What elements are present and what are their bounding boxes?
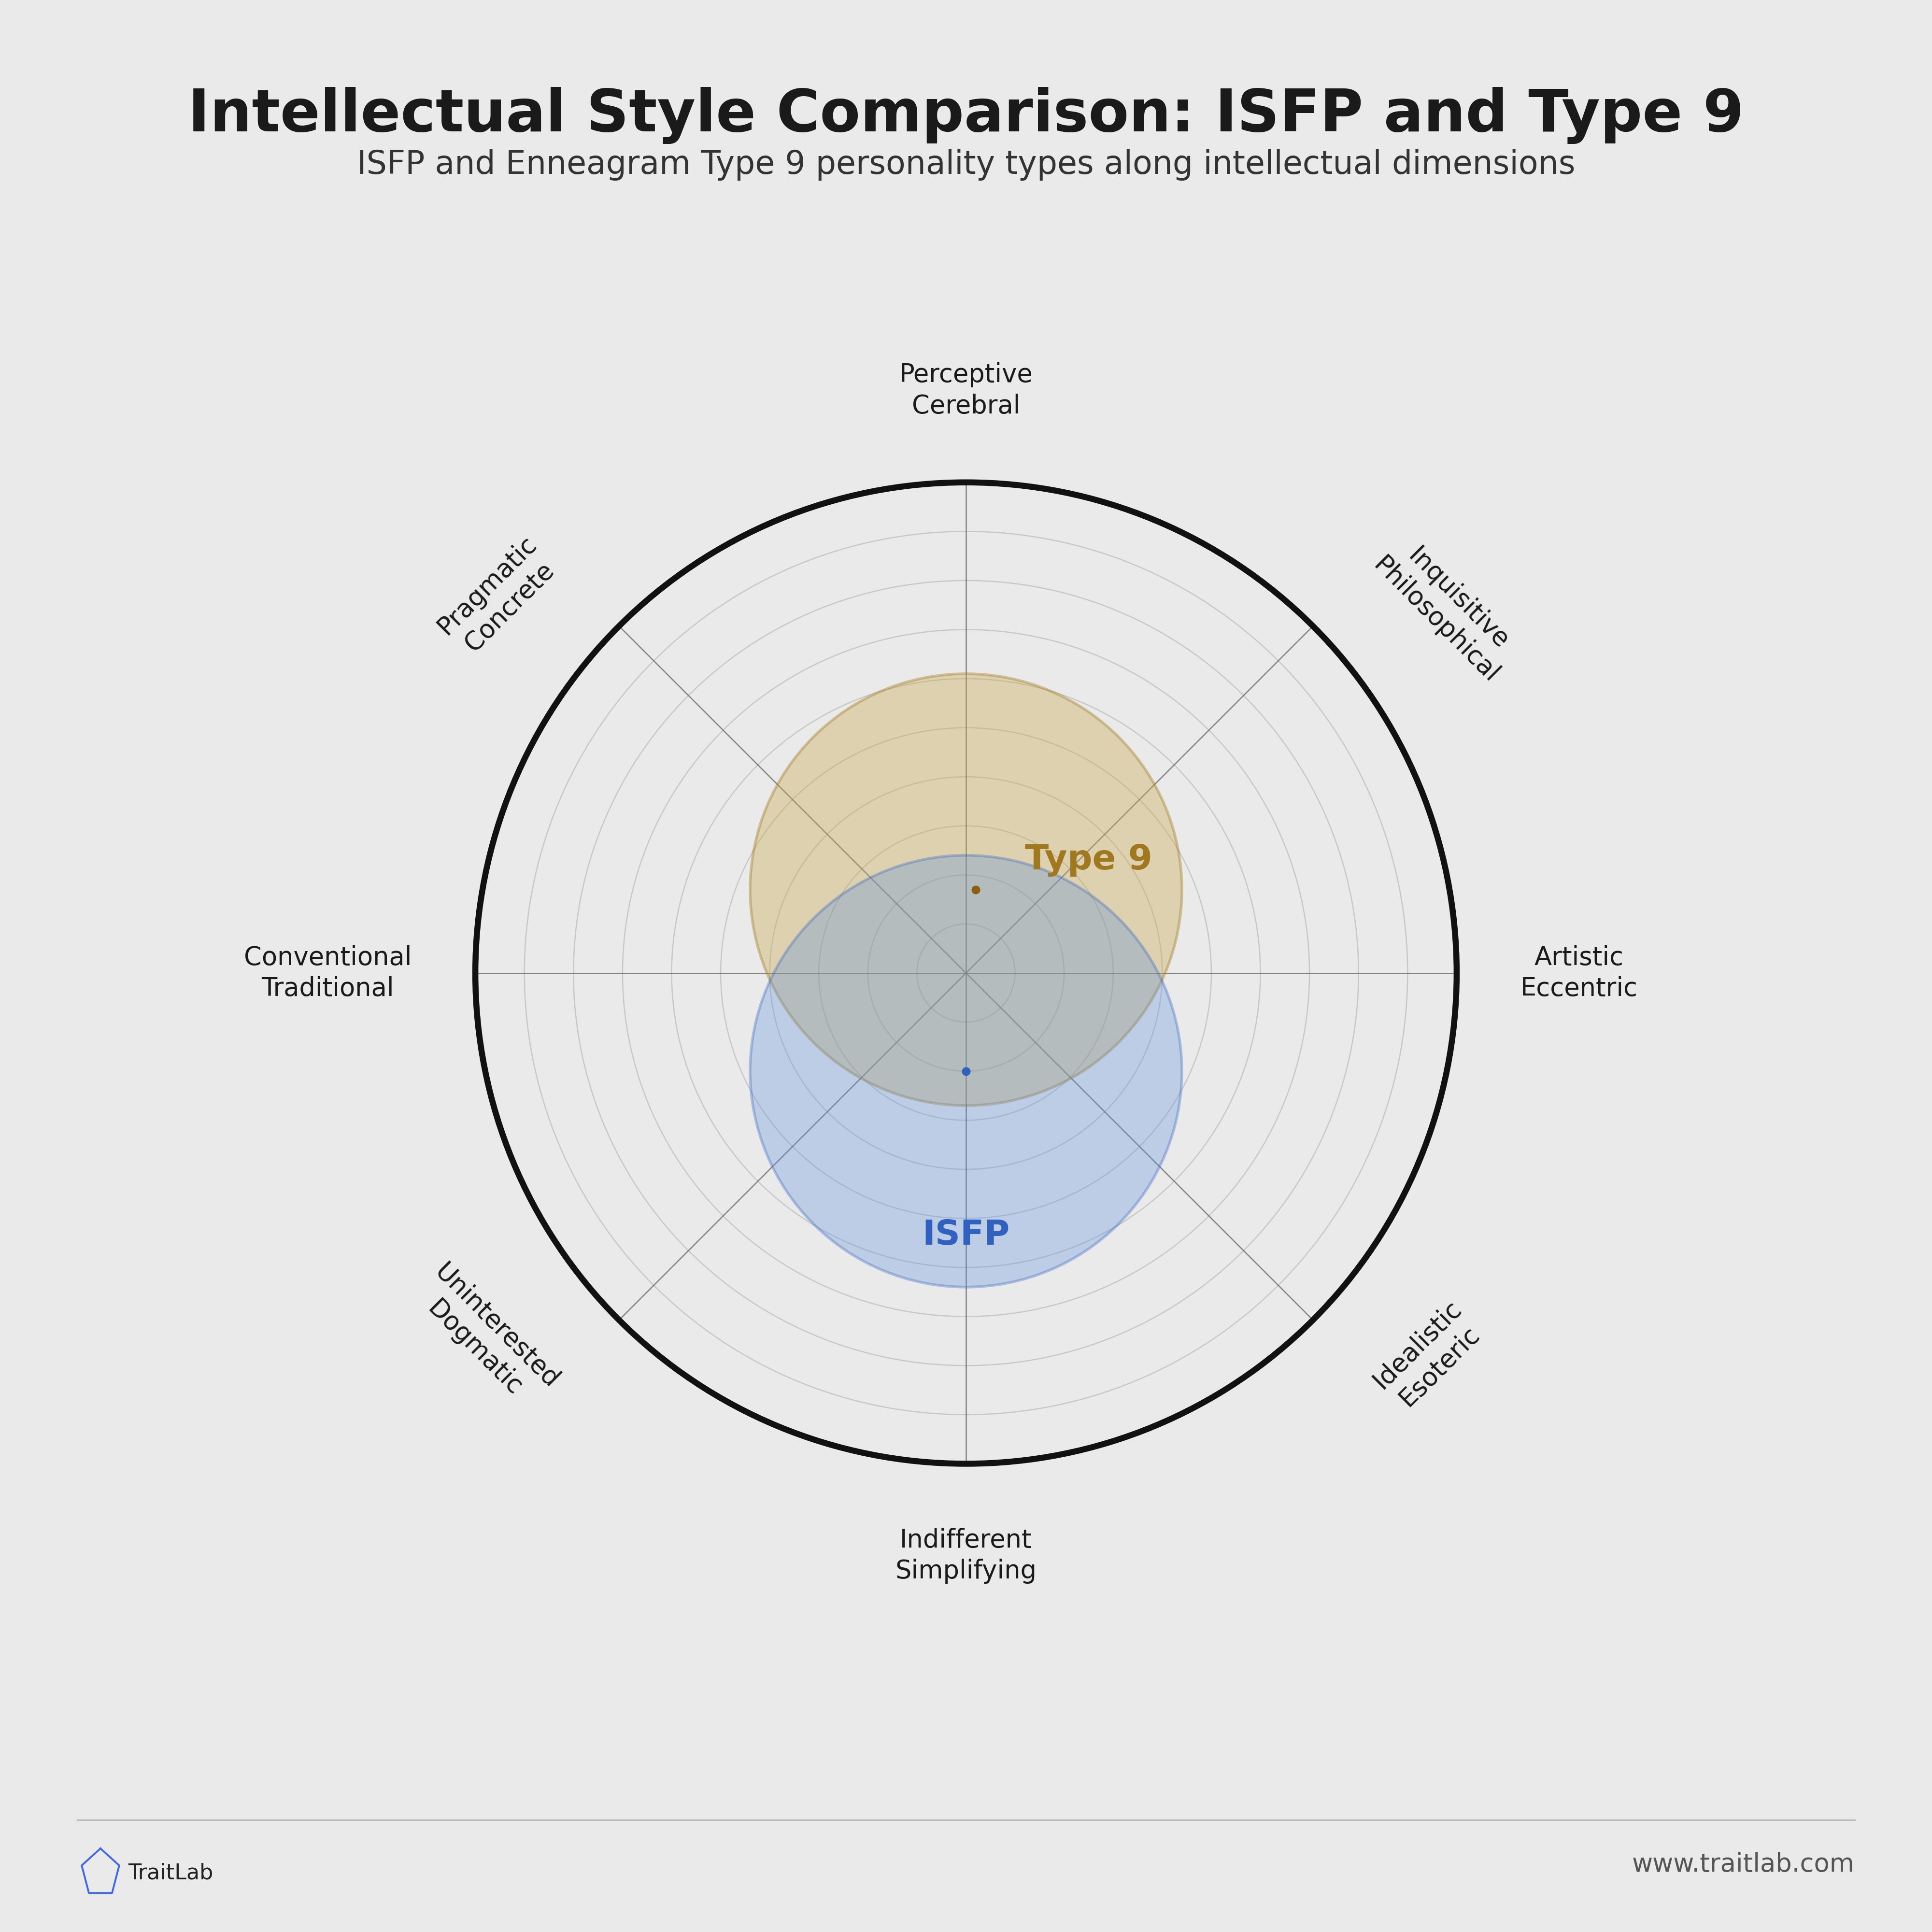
Text: ISFP and Enneagram Type 9 personality types along intellectual dimensions: ISFP and Enneagram Type 9 personality ty… [357, 149, 1575, 182]
Text: Uninterested
Dogmatic: Uninterested Dogmatic [408, 1260, 564, 1416]
Text: Inquisitive
Philosophical: Inquisitive Philosophical [1368, 531, 1526, 688]
Text: Idealistic
Esoteric: Idealistic Esoteric [1368, 1294, 1488, 1416]
Circle shape [750, 674, 1182, 1105]
Text: TraitLab: TraitLab [128, 1862, 213, 1884]
Text: Conventional
Traditional: Conventional Traditional [243, 945, 412, 1001]
Text: Perceptive
Cerebral: Perceptive Cerebral [898, 363, 1034, 419]
Text: Indifferent
Simplifying: Indifferent Simplifying [895, 1528, 1037, 1584]
Polygon shape [81, 1849, 120, 1893]
Text: Pragmatic
Concrete: Pragmatic Concrete [433, 531, 564, 661]
Text: ISFP: ISFP [922, 1219, 1010, 1252]
Text: www.traitlab.com: www.traitlab.com [1633, 1851, 1855, 1878]
Text: Type 9: Type 9 [1024, 844, 1151, 877]
Text: Artistic
Eccentric: Artistic Eccentric [1520, 945, 1638, 1001]
Text: Intellectual Style Comparison: ISFP and Type 9: Intellectual Style Comparison: ISFP and … [187, 87, 1745, 145]
Circle shape [750, 856, 1182, 1287]
